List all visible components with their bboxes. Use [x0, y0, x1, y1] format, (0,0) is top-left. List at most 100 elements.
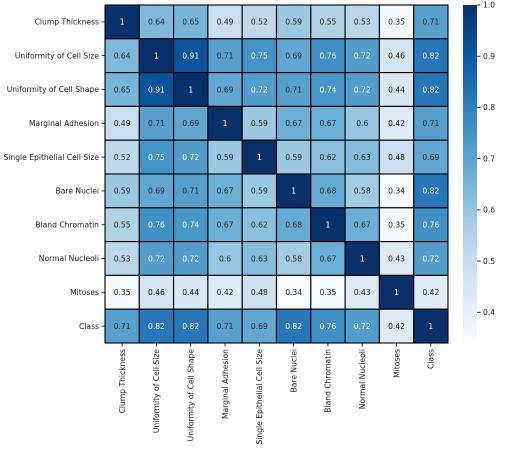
cell-value-label: 0.58	[285, 254, 302, 263]
cell-value-label: 0.6	[356, 119, 368, 128]
cell-value-label: 0.72	[354, 322, 371, 331]
heatmap-cell	[104, 207, 140, 243]
col-tick-label: Mitoses	[392, 349, 401, 378]
cell-value-label: 0.82	[285, 322, 302, 331]
row-tick-label: Bare Nuclei	[56, 187, 99, 196]
cell-value-label: 0.53	[114, 254, 131, 263]
cell-value-label: 0.67	[217, 221, 234, 230]
cell-value-label: 0.91	[182, 52, 199, 61]
cell-value-label: 0.71	[217, 52, 234, 61]
column-tick-labels: Clump Thickness Uniformity of Cell Size Un…	[118, 343, 436, 445]
colorbar-tick-label: 0.8	[483, 103, 495, 112]
cell-value-label: 0.59	[251, 187, 268, 196]
cell-value-label: 0.82	[422, 85, 439, 94]
cell-value-label: 1	[154, 52, 159, 61]
cell-value-label: 0.68	[285, 221, 302, 230]
heatmap-cell	[275, 38, 312, 74]
cell-value-label: 0.82	[182, 322, 199, 331]
heatmap-cells: 1 0.64 0.65 0.49 0.52 0.59 0.55 0.53 0.35 0.71 0.6…	[104, 4, 449, 344]
cell-value-label: 0.75	[148, 153, 165, 162]
col-tick-label: Marginal Adhesion	[221, 349, 230, 419]
col-tick-label: Uniformity of Cell Shape	[186, 349, 195, 442]
cell-value-label: 0.59	[251, 119, 268, 128]
cell-value-label: 1	[257, 153, 262, 162]
cell-value-label: 0.72	[354, 85, 371, 94]
heatmap-cell	[207, 38, 243, 74]
cell-value-label: 0.71	[217, 322, 234, 331]
cell-value-label: 0.48	[388, 153, 405, 162]
cell-value-label: 1	[428, 322, 433, 331]
cell-value-label: 0.49	[114, 119, 131, 128]
heatmap-cell	[378, 241, 415, 276]
cell-value-label: 0.52	[114, 153, 131, 162]
heatmap-cell	[310, 139, 346, 175]
cell-value-label: 0.71	[114, 322, 131, 331]
cell-value-label: 1	[188, 85, 193, 94]
heatmap-cell	[413, 72, 449, 107]
cell-value-label: 0.59	[285, 153, 302, 162]
cell-value-label: 0.49	[217, 18, 234, 27]
heatmap-cell	[378, 207, 415, 243]
cell-value-label: 0.72	[182, 153, 199, 162]
cell-value-label: 0.76	[319, 322, 336, 331]
row-tick-label: Clump Thickness	[35, 18, 99, 27]
cell-value-label: 0.58	[354, 187, 371, 196]
cell-value-label: 0.34	[285, 288, 302, 297]
heatmap-cell	[241, 173, 278, 209]
col-tick-label: Single Epithelial Cell Size	[255, 349, 264, 445]
cell-value-label: 0.53	[354, 18, 371, 27]
cell-value-label: 0.35	[319, 288, 336, 297]
heatmap-cell	[344, 241, 380, 276]
colorbar-gradient	[463, 5, 477, 343]
cell-value-label: 0.65	[182, 18, 199, 27]
heatmap-cell	[378, 173, 415, 209]
cell-value-label: 0.74	[182, 221, 199, 230]
col-tick-label: Bland Chromatin	[324, 349, 333, 413]
heatmap-cell	[275, 241, 312, 276]
cell-value-label: 0.69	[148, 187, 165, 196]
heatmap-cell	[104, 105, 140, 141]
cell-value-label: 0.42	[388, 119, 405, 128]
cell-value-label: 0.65	[114, 85, 131, 94]
cell-value-label: 0.42	[388, 322, 405, 331]
cell-value-label: 0.44	[388, 85, 405, 94]
cell-value-label: 0.72	[182, 254, 199, 263]
cell-value-label: 0.72	[148, 254, 165, 263]
cell-value-label: 0.35	[114, 288, 131, 297]
heatmap-cell	[413, 207, 449, 243]
colorbar: 0.4 0.5 0.6 0.7 0.8 0.9 1.0	[463, 1, 495, 343]
heatmap-cell	[310, 105, 346, 141]
heatmap-cell	[275, 207, 312, 243]
col-tick-label: Clump Thickness	[118, 349, 127, 413]
cell-value-label: 0.75	[251, 52, 268, 61]
cell-value-label: 0.67	[217, 187, 234, 196]
row-tick-label: Marginal Adhesion	[29, 119, 99, 128]
cell-value-label: 0.64	[148, 18, 165, 27]
heatmap-cell	[310, 274, 346, 310]
heatmap-cell	[207, 173, 243, 209]
heatmap-cell	[138, 38, 175, 74]
cell-value-label: 0.71	[422, 119, 439, 128]
heatmap-cell	[241, 139, 278, 175]
cell-value-label: 0.62	[251, 221, 268, 230]
cell-value-label: 0.67	[285, 119, 302, 128]
cell-value-label: 0.55	[319, 18, 336, 27]
cell-value-label: 0.67	[319, 119, 336, 128]
heatmap-cell	[207, 241, 243, 276]
heatmap-cell	[310, 72, 346, 107]
cell-value-label: 0.43	[388, 254, 405, 263]
heatmap-cell	[104, 308, 140, 344]
cell-value-label: 1	[326, 221, 331, 230]
cell-value-label: 0.59	[285, 18, 302, 27]
cell-value-label: 0.76	[148, 221, 165, 230]
cell-value-label: 1	[223, 119, 228, 128]
heatmap-cell	[344, 308, 380, 344]
heatmap-cell	[413, 38, 449, 74]
heatmap-cell	[344, 207, 380, 243]
row-tick-labels: Clump Thickness Uniformity of Cell Size Un…	[3, 18, 105, 331]
row-tick-label: Normal Nucleoli	[39, 254, 99, 263]
cell-value-label: 0.71	[422, 18, 439, 27]
col-tick-label: Uniformity of Cell Size	[152, 349, 161, 433]
cell-value-label: 0.44	[182, 288, 199, 297]
cell-value-label: 0.59	[114, 187, 131, 196]
